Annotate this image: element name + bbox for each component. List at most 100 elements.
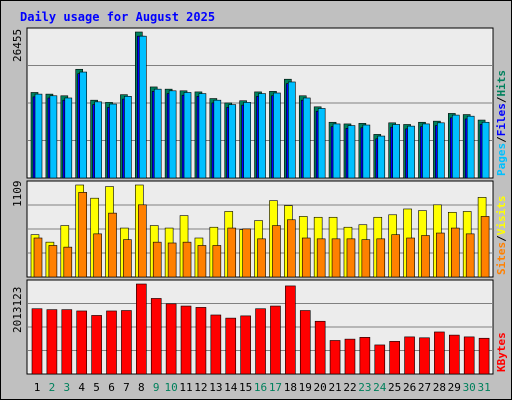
x-tick-label: 25	[388, 381, 401, 394]
kbytes-bar	[46, 309, 58, 375]
sites-bar	[391, 234, 400, 278]
pages-bar	[466, 115, 475, 179]
sites-bar	[480, 216, 490, 278]
sites-bar	[450, 227, 460, 278]
x-tick-label: 9	[153, 381, 160, 394]
sites-bar	[48, 245, 58, 278]
pages-bar	[153, 88, 162, 179]
kbytes-bar	[299, 310, 311, 375]
sites-bar	[167, 242, 177, 278]
sites-bar	[152, 241, 162, 278]
x-tick-label: 8	[138, 381, 145, 394]
sites-bar	[287, 219, 296, 278]
pages-bar	[198, 93, 207, 179]
x-tick-label: 30	[463, 381, 476, 394]
sites-bar	[406, 237, 415, 278]
y-max-label-kbytes: 2013123	[11, 287, 24, 333]
legend-entry: Files	[495, 103, 508, 136]
kbytes-bar	[180, 305, 192, 375]
x-tick-label: 15	[239, 381, 252, 394]
pages-bar	[258, 93, 266, 179]
sites-bar	[242, 228, 251, 278]
pages-bar	[64, 97, 73, 179]
x-tick-label: 27	[418, 381, 431, 394]
x-tick-label: 21	[328, 381, 341, 394]
sites-bar	[33, 237, 43, 278]
kbytes-bar	[165, 303, 177, 375]
pages-bar	[481, 121, 490, 179]
pages-bar	[347, 125, 356, 179]
pages-bar	[302, 97, 311, 179]
x-tick-label: 12	[194, 381, 207, 394]
legend-entry: Hits	[495, 70, 508, 97]
kbytes-bar	[419, 337, 430, 375]
kbytes-bar	[136, 283, 147, 375]
kbytes-bar	[359, 337, 371, 375]
x-tick-label: 4	[78, 381, 85, 394]
sites-bar	[421, 235, 430, 278]
kbytes-bar	[389, 341, 400, 375]
x-tick-label: 14	[224, 381, 238, 394]
x-tick-label: 10	[165, 381, 178, 394]
sites-bar	[316, 238, 326, 278]
pages-bar	[124, 96, 132, 179]
sites-bar	[331, 238, 341, 278]
kbytes-bar	[374, 344, 386, 375]
legend-sites-visits: Sites/Visits	[495, 196, 508, 276]
x-tick-label: 20	[314, 381, 327, 394]
kbytes-bar	[31, 308, 43, 375]
legend-entry: /	[495, 96, 508, 103]
sites-bar	[436, 232, 445, 278]
kbytes-bar	[463, 336, 475, 375]
pages-bar	[49, 95, 58, 179]
kbytes-bar	[285, 285, 296, 375]
pages-bar	[139, 35, 147, 179]
pages-bar	[79, 71, 88, 179]
legend-entry: /	[495, 235, 508, 242]
sites-bar	[376, 238, 386, 278]
kbytes-bar	[478, 337, 490, 375]
x-tick-label: 19	[299, 381, 312, 394]
sites-bar	[257, 238, 266, 278]
x-tick-label: 3	[63, 381, 70, 394]
x-tick-label: 23	[358, 381, 371, 394]
kbytes-bar	[434, 331, 445, 375]
sites-bar	[63, 246, 73, 278]
chart-title: Daily usage for August 2025	[20, 10, 215, 24]
pages-bar	[168, 90, 177, 179]
kbytes-bar	[121, 310, 132, 375]
pages-bar	[422, 123, 430, 179]
pages-bar	[451, 114, 460, 179]
kbytes-bar	[329, 340, 341, 375]
y-max-label-hits: 26455	[11, 29, 24, 62]
kbytes-bar	[210, 314, 222, 375]
sites-bar	[212, 245, 222, 278]
kbytes-bar	[255, 308, 266, 375]
pages-bar	[34, 93, 43, 179]
sites-bar	[272, 225, 281, 278]
pages-bar	[228, 104, 237, 179]
x-tick-label: 1	[34, 381, 41, 394]
sites-bar	[465, 233, 475, 278]
pages-bar	[437, 122, 445, 179]
pages-bar	[288, 81, 296, 179]
kbytes-bar	[404, 336, 415, 375]
x-tick-label: 6	[108, 381, 115, 394]
kbytes-bar	[106, 310, 117, 375]
sites-bar	[108, 212, 117, 278]
sites-bar	[301, 237, 311, 278]
pages-bar	[332, 123, 341, 179]
y-max-label-visits: 1109	[11, 181, 24, 208]
x-tick-label: 11	[179, 381, 192, 394]
sites-bar	[78, 192, 88, 278]
sites-bar	[361, 239, 371, 278]
sites-bar	[93, 233, 102, 278]
pages-bar	[94, 101, 102, 179]
x-tick-label: 18	[284, 381, 297, 394]
x-tick-label: 29	[448, 381, 461, 394]
sites-bar	[346, 238, 356, 278]
kbytes-bar	[448, 334, 460, 375]
sites-bar	[227, 227, 237, 278]
